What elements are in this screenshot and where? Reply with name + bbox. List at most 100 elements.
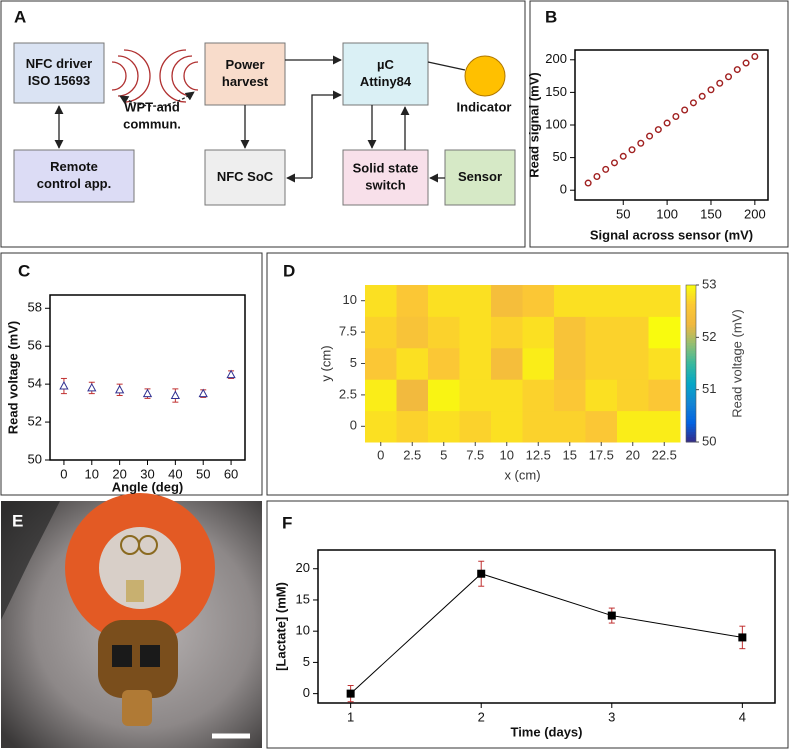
heatmap-cell [617, 285, 649, 317]
x-tick-label: 10 [85, 466, 99, 481]
data-point [681, 106, 689, 114]
colorbar-step [686, 350, 696, 354]
heatmap-cell [648, 410, 681, 443]
heatmap-cell [491, 379, 523, 412]
heatmap-cell [459, 410, 492, 443]
heatmap-cell [365, 347, 397, 380]
heatmap-cell [428, 410, 460, 443]
heatmap-cell [554, 285, 586, 317]
data-point [738, 633, 747, 642]
node-label: Attiny84 [360, 74, 412, 89]
heatmap-cell [428, 316, 460, 349]
y-tick-label: 50 [28, 451, 42, 466]
node-label: harvest [222, 74, 269, 89]
data-point [607, 611, 616, 620]
data-point [707, 86, 715, 94]
y-tick-label: 56 [28, 338, 42, 353]
y-tick-label: 150 [545, 84, 567, 99]
x-tick-label: 10 [500, 447, 514, 462]
colorbar-step [686, 303, 696, 307]
x-tick-label: 40 [168, 466, 182, 481]
heatmap-cell [617, 379, 649, 412]
y-tick-label: 2.5 [339, 386, 357, 401]
colorbar-step [686, 410, 696, 414]
x-tick-label: 1 [347, 709, 354, 724]
colorbar-step [686, 321, 696, 325]
colorbar-step [686, 353, 696, 357]
y-tick-label: 0 [560, 182, 567, 197]
data-point [672, 113, 680, 121]
heatmap-cell [459, 316, 492, 349]
heatmap-cell [554, 347, 586, 380]
x-tick-label: 150 [700, 206, 722, 221]
heatmap-cell [396, 347, 429, 380]
colorbar-step [686, 387, 696, 391]
colorbar-step [686, 363, 696, 367]
panel-label: C [18, 261, 30, 280]
x-tick-label: 4 [739, 709, 746, 724]
panel-label: D [283, 261, 295, 280]
y-tick-label: 20 [296, 560, 310, 575]
node-box [13, 42, 105, 104]
x-tick-label: 100 [656, 206, 678, 221]
colorbar-step [686, 431, 696, 435]
node-label: Power [225, 57, 264, 72]
data-line [350, 573, 743, 695]
colorbar-step [686, 415, 696, 419]
x-tick-label: 0 [60, 466, 67, 481]
colorbar-step [686, 436, 696, 440]
x-tick-label: 2 [478, 709, 485, 724]
data-point [698, 92, 706, 100]
x-axis-label: Angle (deg) [112, 479, 184, 494]
heatmap-cell [491, 285, 523, 317]
x-axis-label: Signal across sensor (mV) [590, 227, 753, 242]
heatmap-cell [648, 285, 681, 317]
data-point [663, 119, 671, 127]
data-point [654, 126, 662, 134]
data-point [689, 99, 697, 107]
x-tick-label: 20 [112, 466, 126, 481]
colorbar-step [686, 324, 696, 328]
heatmap-cell [491, 316, 523, 349]
y-tick-label: 0 [303, 685, 310, 700]
edge-label: commun. [123, 116, 181, 131]
colorbar-step [686, 394, 696, 399]
colorbar-step [686, 300, 696, 304]
colorbar-tick-label: 50 [702, 433, 716, 448]
colorbar-step [686, 329, 696, 333]
heatmap-cell [396, 410, 429, 443]
heatmap-cell [428, 347, 460, 380]
heatmap-cell [396, 316, 429, 349]
node-box [204, 42, 286, 106]
data-point [733, 66, 741, 74]
x-tick-label: 60 [224, 466, 238, 481]
x-tick-label: 20 [626, 447, 640, 462]
colorbar-step [686, 368, 696, 372]
photo [1, 493, 262, 748]
x-tick-label: 5 [440, 447, 447, 462]
colorbar-step [686, 339, 696, 344]
colorbar-step [686, 311, 696, 315]
heatmap-cell [459, 285, 492, 317]
y-tick-label: 58 [28, 300, 42, 315]
data-point [716, 79, 724, 87]
colorbar-step [686, 371, 696, 375]
heatmap-cell [522, 410, 555, 443]
colorbar-step [686, 413, 696, 417]
heatmap-cell [459, 379, 492, 412]
heatmap-cell [617, 347, 649, 380]
colorbar-step [686, 381, 696, 385]
data-point [646, 132, 654, 140]
x-tick-label: 30 [140, 466, 154, 481]
heatmap-cell [617, 410, 649, 443]
colorbar-step [686, 434, 696, 438]
data-point [637, 139, 645, 147]
x-tick-label: 7.5 [466, 447, 484, 462]
node-box [204, 149, 286, 206]
y-axis-label: Read voltage (mV) [5, 321, 20, 434]
x-tick-label: 200 [744, 206, 766, 221]
colorbar-step [686, 421, 696, 425]
colorbar-step [686, 287, 696, 291]
heatmap-cell [617, 316, 649, 349]
connectors [54, 49, 466, 183]
